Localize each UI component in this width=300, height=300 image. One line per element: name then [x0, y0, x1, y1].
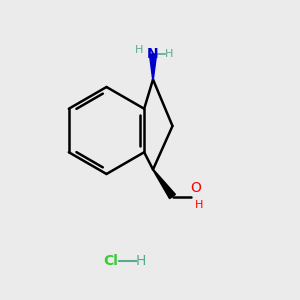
Text: N: N	[147, 47, 159, 61]
Polygon shape	[153, 169, 175, 199]
Text: H: H	[135, 45, 144, 56]
Text: H: H	[195, 200, 204, 211]
Text: O: O	[190, 181, 201, 195]
Text: H: H	[165, 49, 174, 59]
Text: H: H	[136, 254, 146, 268]
Text: Cl: Cl	[103, 254, 118, 268]
Polygon shape	[149, 54, 157, 80]
